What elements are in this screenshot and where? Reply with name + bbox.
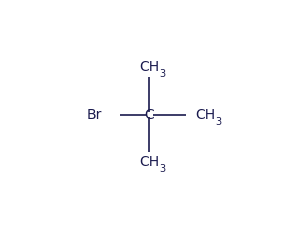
Text: Br: Br — [87, 108, 102, 122]
Text: CH: CH — [140, 155, 160, 169]
Text: 3: 3 — [160, 164, 166, 174]
Text: CH: CH — [140, 60, 160, 74]
Text: C: C — [145, 108, 154, 122]
Text: 3: 3 — [216, 117, 222, 127]
Text: 3: 3 — [160, 69, 166, 79]
Text: CH: CH — [196, 108, 216, 122]
